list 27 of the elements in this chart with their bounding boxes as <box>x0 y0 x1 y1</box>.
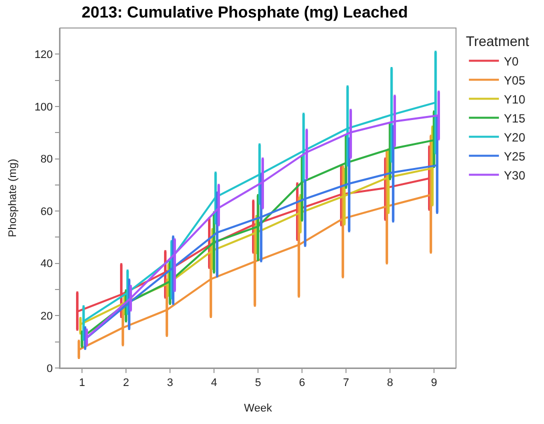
legend-label: Y30 <box>504 168 526 182</box>
legend-title: Treatment <box>466 33 530 50</box>
legend-label: Y0 <box>504 54 519 68</box>
legend-label: Y20 <box>504 130 526 144</box>
x-tick-label: 2 <box>122 377 130 390</box>
y-tick-label: 0 <box>46 362 53 375</box>
x-tick-label: 7 <box>342 377 350 390</box>
x-tick-label: 3 <box>166 377 174 390</box>
chart-title: 2013: Cumulative Phosphate (mg) Leached <box>82 4 408 22</box>
x-tick-label: 5 <box>254 377 262 390</box>
y-tick-label: 40 <box>40 258 53 270</box>
y-axis-title: Phosphate (mg) <box>7 158 20 238</box>
legend-label: Y05 <box>504 73 526 88</box>
x-tick-label: 8 <box>386 377 394 390</box>
legend-label: Y25 <box>504 149 526 164</box>
y-tick-label: 100 <box>34 101 53 114</box>
x-tick-label: 1 <box>78 377 86 390</box>
x-tick-label: 6 <box>298 377 306 390</box>
y-tick-label: 60 <box>40 206 53 218</box>
x-tick-label: 9 <box>430 377 438 390</box>
x-tick-label: 4 <box>210 377 218 390</box>
y-tick-label: 120 <box>34 49 53 61</box>
y-tick-label: 80 <box>40 154 53 166</box>
legend-label: Y10 <box>504 92 526 106</box>
x-axis-title: Week <box>244 402 272 414</box>
y-tick-label: 20 <box>40 310 53 323</box>
legend-label: Y15 <box>504 111 526 126</box>
